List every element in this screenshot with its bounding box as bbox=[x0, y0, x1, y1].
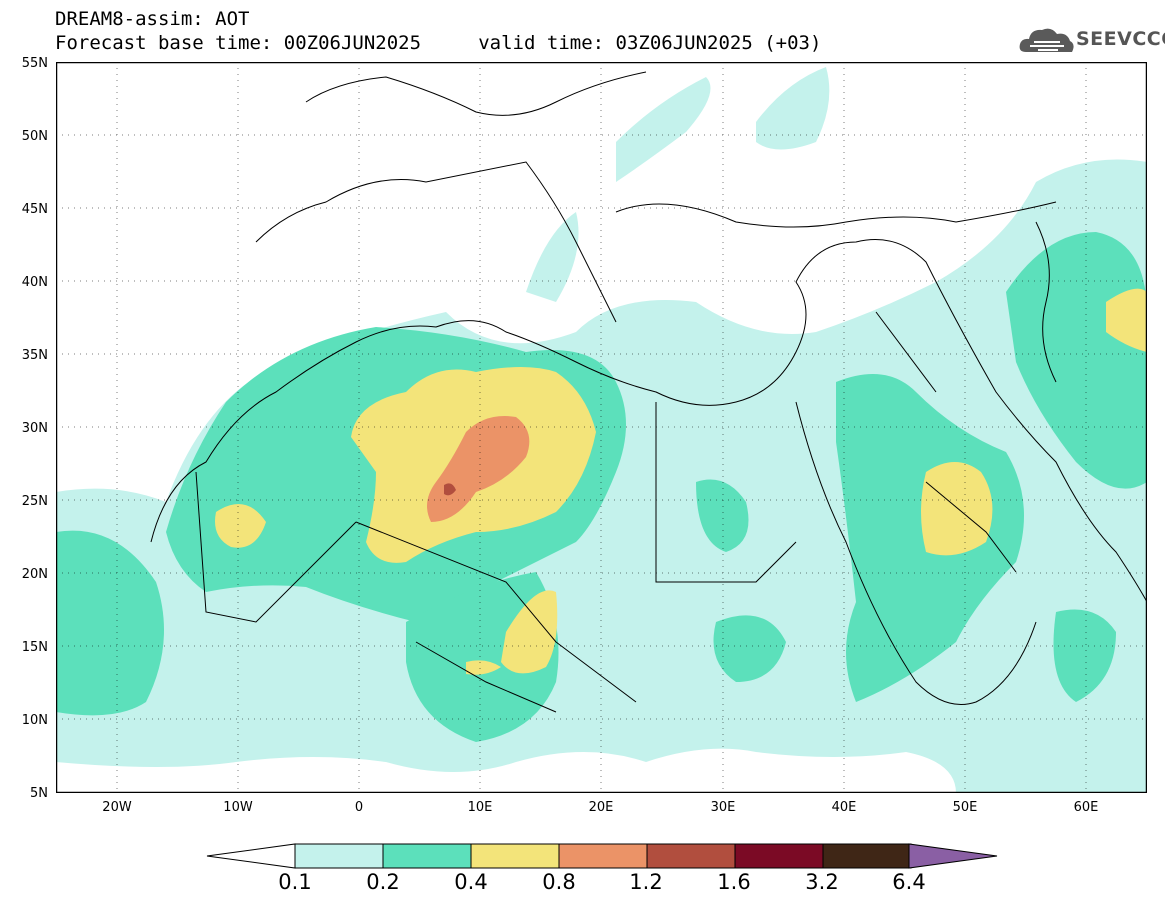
lon-tick: 0 bbox=[354, 800, 364, 815]
map-frame bbox=[56, 62, 1147, 793]
lon-tick: 40E bbox=[831, 800, 857, 815]
colorbar-swatch bbox=[558, 843, 648, 869]
lat-tick: 35N bbox=[21, 348, 48, 363]
lat-tick: 30N bbox=[21, 421, 48, 436]
chart-title: DREAM8-assim: AOT bbox=[55, 8, 250, 30]
lat-tick: 10N bbox=[21, 713, 48, 728]
colorbar-high-arrow bbox=[908, 843, 998, 869]
colorbar-label: 6.4 bbox=[892, 870, 926, 894]
aot-band-1.2 bbox=[444, 483, 456, 496]
lon-tick: 60E bbox=[1073, 800, 1099, 815]
lat-tick: 45N bbox=[21, 202, 48, 217]
lon-tick: 10W bbox=[223, 800, 253, 815]
colorbar-label: 1.2 bbox=[629, 870, 663, 894]
lon-tick: 20W bbox=[102, 800, 132, 815]
lat-tick: 20N bbox=[21, 567, 48, 582]
colorbar-label: 3.2 bbox=[805, 870, 839, 894]
colorbar-swatch bbox=[734, 843, 824, 869]
lon-tick: 50E bbox=[952, 800, 978, 815]
lat-tick: 50N bbox=[21, 129, 48, 144]
aot-map bbox=[56, 62, 1147, 793]
colorbar-label: 0.2 bbox=[366, 870, 400, 894]
logo-text: SEEVCCC bbox=[1076, 28, 1165, 50]
forecast-times: Forecast base time: 00Z06JUN2025 valid t… bbox=[55, 32, 822, 54]
colorbar-swatch bbox=[382, 843, 472, 869]
lat-tick: 15N bbox=[21, 640, 48, 655]
colorbar-low-arrow bbox=[206, 843, 296, 869]
cloud-icon bbox=[1019, 28, 1074, 52]
colorbar bbox=[206, 843, 998, 869]
colorbar-swatch bbox=[646, 843, 736, 869]
lat-tick: 40N bbox=[21, 275, 48, 290]
lat-tick: 55N bbox=[21, 56, 48, 71]
lat-tick: 25N bbox=[21, 494, 48, 509]
colorbar-label: 0.8 bbox=[542, 870, 576, 894]
lon-tick: 30E bbox=[710, 800, 736, 815]
lat-tick: 5N bbox=[30, 786, 48, 801]
colorbar-label: 0.4 bbox=[454, 870, 488, 894]
colorbar-label: 0.1 bbox=[278, 870, 312, 894]
colorbar-label: 1.6 bbox=[717, 870, 751, 894]
colorbar-swatch bbox=[294, 843, 384, 869]
colorbar-swatch bbox=[470, 843, 560, 869]
lon-tick: 20E bbox=[588, 800, 614, 815]
aot-band-0.8 bbox=[427, 416, 530, 522]
lon-tick: 10E bbox=[467, 800, 493, 815]
coastlines bbox=[150, 71, 1147, 713]
seevccc-logo: SEEVCCC bbox=[1018, 22, 1165, 58]
colorbar-swatch bbox=[822, 843, 912, 869]
